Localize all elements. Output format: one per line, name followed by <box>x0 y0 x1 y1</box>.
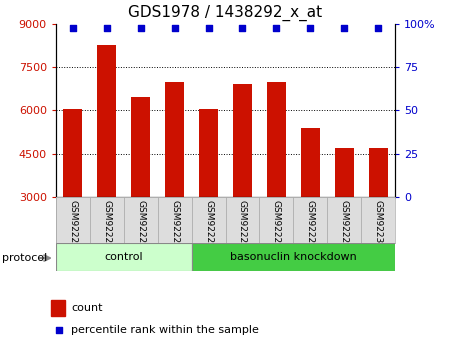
Text: GSM92224: GSM92224 <box>170 200 179 249</box>
Bar <box>63 109 82 197</box>
Point <box>374 26 382 31</box>
Bar <box>56 197 90 243</box>
Bar <box>165 82 184 197</box>
Point <box>340 26 348 31</box>
Text: GSM92222: GSM92222 <box>102 200 111 249</box>
Text: protocol: protocol <box>2 253 47 263</box>
Point <box>205 26 212 31</box>
Bar <box>301 128 320 197</box>
Text: count: count <box>71 303 103 313</box>
Text: GSM92226: GSM92226 <box>238 200 247 249</box>
Text: GSM92225: GSM92225 <box>204 200 213 249</box>
Bar <box>199 109 218 197</box>
Text: GSM92229: GSM92229 <box>340 200 349 249</box>
Bar <box>56 243 192 271</box>
Bar <box>192 197 226 243</box>
Point <box>272 26 280 31</box>
Point <box>69 26 76 31</box>
Text: percentile rank within the sample: percentile rank within the sample <box>71 325 259 335</box>
Bar <box>97 46 116 197</box>
Point <box>239 26 246 31</box>
Point <box>171 26 178 31</box>
Bar <box>233 84 252 197</box>
Bar <box>293 197 327 243</box>
Text: GSM92227: GSM92227 <box>272 200 281 249</box>
Bar <box>259 197 293 243</box>
Point <box>307 26 314 31</box>
Bar <box>51 300 65 316</box>
Bar <box>131 97 150 197</box>
Text: GSM92221: GSM92221 <box>68 200 77 249</box>
Bar <box>124 197 158 243</box>
Text: GSM92228: GSM92228 <box>306 200 315 249</box>
Point <box>103 26 111 31</box>
Text: GSM92230: GSM92230 <box>374 200 383 249</box>
Point <box>55 328 62 333</box>
Bar <box>369 148 388 197</box>
Bar <box>267 82 286 197</box>
Text: control: control <box>104 252 143 262</box>
Title: GDS1978 / 1438292_x_at: GDS1978 / 1438292_x_at <box>128 5 323 21</box>
Text: basonuclin knockdown: basonuclin knockdown <box>230 252 357 262</box>
Point <box>137 26 144 31</box>
Text: GSM92223: GSM92223 <box>136 200 145 249</box>
Bar <box>361 197 395 243</box>
Bar <box>335 148 354 197</box>
Bar <box>327 197 361 243</box>
Bar <box>192 243 395 271</box>
Bar <box>226 197 259 243</box>
Bar <box>90 197 124 243</box>
Bar <box>158 197 192 243</box>
